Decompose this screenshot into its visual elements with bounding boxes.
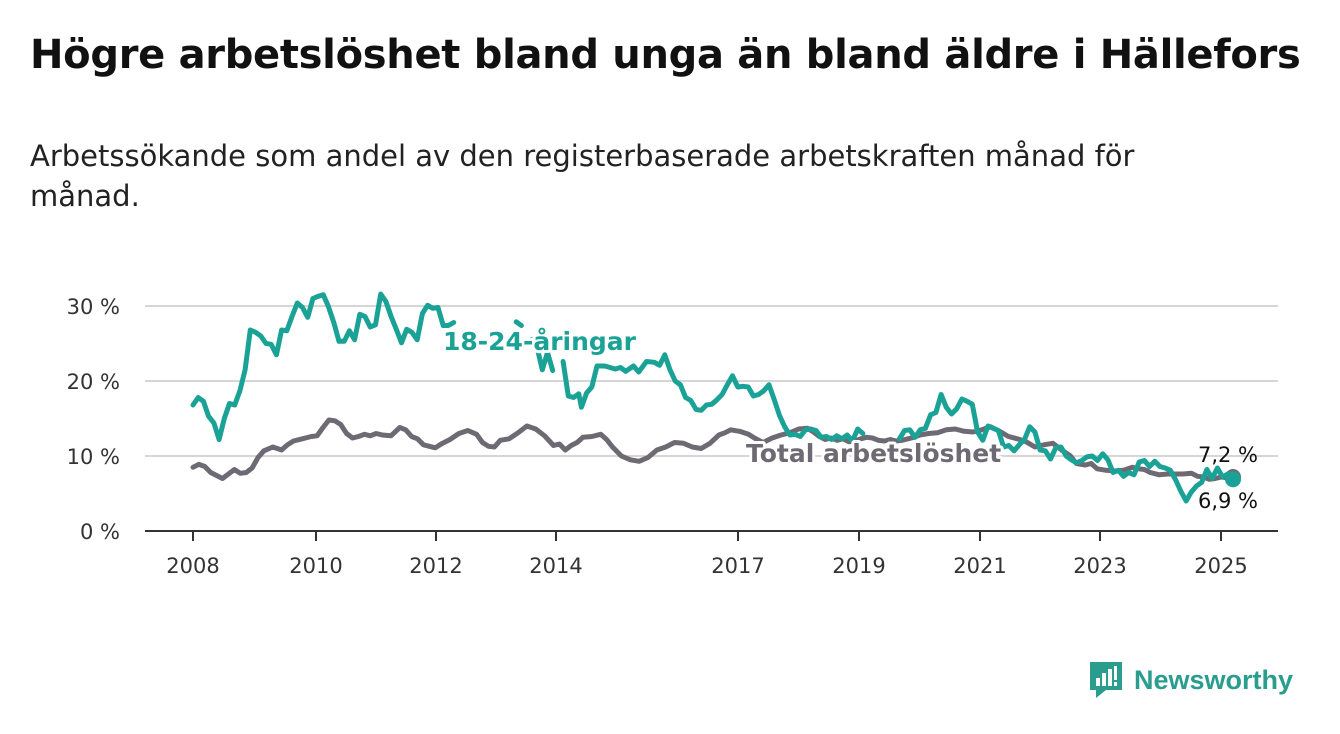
series-label-total-halo: Total arbetslöshet <box>746 439 1001 468</box>
y-tick-label: 10 % <box>67 445 120 469</box>
y-tick-label: 20 % <box>67 370 120 394</box>
brand-name: Newsworthy <box>1134 664 1294 695</box>
x-axis-ticks: 2008 2010 2012 2014 2017 2019 2021 2023 2025 <box>166 531 1248 578</box>
x-tick-label: 2012 <box>409 554 462 578</box>
page-subtitle: Arbetssökande som andel av den registerb… <box>30 139 1135 213</box>
grid-lines <box>145 305 1278 532</box>
line-chart: 0 % 10 % 20 % 30 % 2008 2010 2012 2014 2017 2019… <box>67 291 1278 578</box>
y-tick-label: 0 % <box>80 520 120 544</box>
x-tick-label: 2014 <box>529 554 582 578</box>
x-tick-label: 2025 <box>1194 554 1247 578</box>
series-line-total <box>190 417 1236 482</box>
bar-chart-icon <box>1090 662 1122 698</box>
series-line-youth-end-point <box>1225 471 1241 488</box>
series-lines <box>190 291 1241 504</box>
end-label-youth: 6,9 % <box>1198 489 1258 513</box>
page-title: Högre arbetslöshet bland unga än bland ä… <box>30 32 1301 78</box>
x-tick-label: 2017 <box>711 554 764 578</box>
series-label-youth-halo: 18-24-åringar <box>443 327 637 356</box>
x-tick-label: 2019 <box>832 554 885 578</box>
x-tick-label: 2023 <box>1073 554 1126 578</box>
newsworthy-logo: Newsworthy <box>1088 660 1293 700</box>
x-tick-label: 2010 <box>289 554 342 578</box>
series-line-youth <box>190 291 1236 504</box>
x-tick-label: 2008 <box>166 554 219 578</box>
x-tick-label: 2021 <box>953 554 1006 578</box>
series-label-total: Total arbetslöshet <box>746 439 1001 468</box>
y-axis-ticks: 0 % 10 % 20 % 30 % <box>67 295 120 544</box>
y-tick-label: 30 % <box>67 295 120 319</box>
end-label-total: 7,2 % <box>1198 443 1258 467</box>
series-label-youth: 18-24-åringar <box>443 327 637 356</box>
